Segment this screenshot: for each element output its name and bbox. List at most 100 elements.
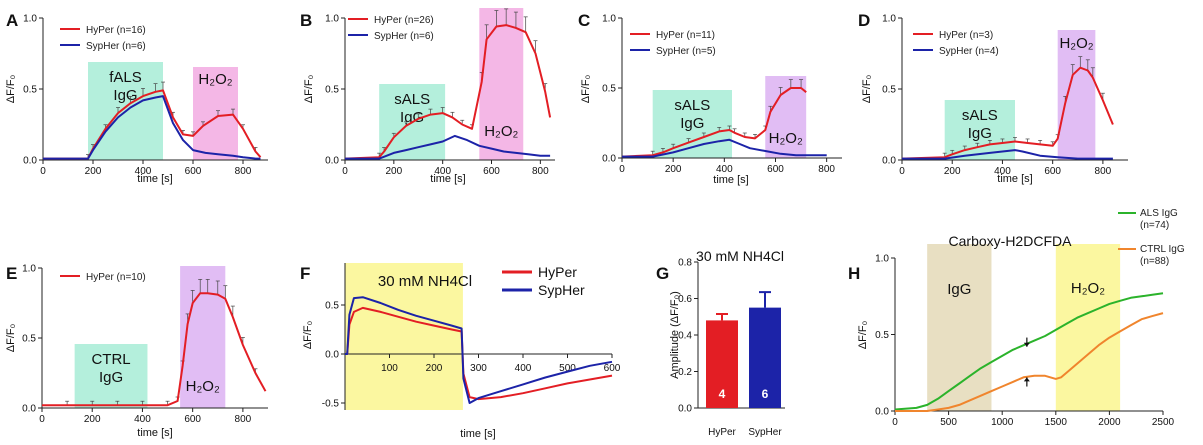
panel-c-xtick-label: 400	[716, 164, 733, 175]
panel-e-region-label-2-1: H₂O₂	[186, 378, 220, 395]
panel-c-ylabel: ΔF/F₀	[580, 75, 592, 103]
panel-a-region-label-1-1: fALS	[109, 69, 142, 86]
panel-e-region-label-1-2: IgG	[99, 369, 123, 386]
panel-b-series-sypher	[345, 134, 551, 160]
panel-d-series-hyper	[901, 66, 1114, 160]
panel-h-ytick-label: 0.5	[875, 330, 889, 341]
panel-f-region-1	[345, 263, 463, 410]
panel-h-series-als-igg	[894, 292, 1164, 411]
panel-g-bar-hyper	[706, 320, 738, 408]
panel-h-xtick-label: 1000	[991, 417, 1014, 428]
panel-e-ytick-label: 1.0	[22, 264, 36, 275]
panel-f-region-label-1-1: 30 mM NH4Cl	[378, 273, 472, 290]
panel-g-bar-sypher	[749, 307, 781, 408]
panel-h-xtick-label: 1500	[1045, 417, 1068, 428]
panel-g-ytick-label: 0.8	[678, 258, 692, 269]
panel-g-title: 30 mM NH4Cl	[696, 248, 784, 264]
panel-e-region-1	[74, 344, 148, 408]
panel-d-region-label-1-1: sALS	[962, 107, 998, 124]
panel-b-ytick-label: 0.0	[325, 156, 339, 167]
panel-c-series-hyper	[621, 87, 807, 158]
panel-h-legend-label: ALS IgG	[1140, 208, 1178, 219]
panel-e-xtick-label: 0	[39, 414, 45, 425]
panel-d-series-sypher	[902, 149, 1113, 160]
panel-g-n-label-sypher: 6	[762, 387, 769, 401]
panel-d-region-2	[1057, 30, 1096, 160]
panel-e-series-hyper	[42, 292, 267, 407]
panel-d-xtick-label: 800	[1095, 166, 1112, 177]
panel-h-series-ctrl-igg	[895, 312, 1164, 412]
panel-a-series-hyper	[43, 89, 262, 160]
panel-h-legend-label: CTRL IgG	[1140, 244, 1185, 255]
panel-b-xtick-label: 400	[434, 166, 451, 177]
panel-d-region-label-2-1: H₂O₂	[1059, 35, 1093, 52]
panel-f-xtick-label: 500	[559, 363, 576, 374]
panel-b-xtick-label: 600	[483, 166, 500, 177]
panel-f-xlabel: time [s]	[460, 428, 495, 440]
panel-a-ytick-label: 0.5	[23, 85, 37, 96]
panel-e-xtick-label: 600	[184, 414, 201, 425]
panel-c-ytick-label: 0.5	[602, 84, 616, 95]
panel-f-xtick-label: 100	[381, 363, 398, 374]
panel-e-ytick-label: 0.5	[22, 334, 36, 345]
panel-a-series-sypher	[43, 95, 261, 160]
panel-c-xtick-label: 200	[665, 164, 682, 175]
panel-d-legend-label: SypHer (n=4)	[939, 46, 999, 57]
panel-h-region-2	[1055, 244, 1121, 411]
panel-b-region-label-1-1: sALS	[394, 91, 430, 108]
panel-e-legend-label: HyPer (n=10)	[86, 272, 146, 283]
panel-c-xtick-label: 800	[818, 164, 835, 175]
panel-h-arrowhead-2	[1023, 377, 1030, 382]
panel-c-region-2	[765, 76, 807, 158]
panel-g-ylabel: Amplitude (ΔF/F₀)	[669, 291, 681, 379]
panel-a-xtick-label: 0	[40, 166, 46, 177]
panel-f-ytick-label: 0.0	[325, 350, 339, 361]
panel-g-category-label-hyper: HyPer	[708, 427, 736, 438]
panel-a-region-label-1-2: IgG	[113, 87, 137, 104]
panel-f-ytick-label: 0.5	[325, 301, 339, 312]
panel-g-category-label-sypher: SypHer	[748, 427, 782, 438]
panel-f-legend-label: HyPer	[538, 264, 577, 280]
panel-b-ytick-label: 0.5	[325, 85, 339, 96]
panel-h-title: Carboxy-H2DCFDA	[949, 233, 1073, 249]
panel-f-series-hyper	[345, 306, 613, 401]
panel-h-xtick-label: 0	[892, 417, 898, 428]
panel-a-region-label-2-1: H₂O₂	[198, 71, 232, 88]
panel-e-xlabel: time [s]	[137, 427, 172, 439]
panel-f-letter: F	[300, 264, 310, 283]
panel-c-xtick-label: 600	[767, 164, 784, 175]
panel-a-legend-label: HyPer (n=16)	[86, 25, 146, 36]
panel-e-ylabel: ΔF/F₀	[5, 324, 17, 352]
panel-c-letter: C	[578, 11, 590, 30]
panel-g-ytick-label: 0.4	[678, 331, 692, 342]
panel-h-ytick-label: 1.0	[875, 254, 889, 265]
panel-d-xtick-label: 400	[994, 166, 1011, 177]
panel-b-xlabel: time [s]	[430, 173, 465, 185]
panel-f-ytick-label: -0.5	[322, 399, 340, 410]
panel-c-legend-label: HyPer (n=11)	[656, 30, 715, 41]
panel-f-xtick-label: 400	[515, 363, 532, 374]
panel-c-ytick-label: 0.0	[602, 154, 616, 165]
panel-d-legend-label: HyPer (n=3)	[939, 30, 993, 41]
panel-b-legend-label: SypHer (n=6)	[374, 31, 434, 42]
panel-e-letter: E	[6, 264, 17, 283]
panel-c-ytick-label: 1.0	[602, 14, 616, 25]
panel-a-ylabel: ΔF/F₀	[5, 75, 17, 103]
panel-b-xtick-label: 0	[342, 166, 348, 177]
panel-c-region-label-1-1: sALS	[674, 97, 710, 114]
panel-a-xtick-label: 200	[85, 166, 102, 177]
panel-a-xtick-label: 400	[135, 166, 152, 177]
panel-h-xtick-label: 500	[940, 417, 957, 428]
panel-f-legend-label: SypHer	[538, 282, 585, 298]
panel-c-legend-label: SypHer (n=5)	[656, 46, 716, 57]
panel-c-xlabel: time [s]	[713, 174, 748, 186]
panel-f-xtick-label: 300	[470, 363, 487, 374]
panel-h-region-label-1-1: IgG	[947, 281, 971, 298]
panel-e-region-label-1-1: CTRL	[91, 351, 130, 368]
panel-h-xtick-label: 2000	[1098, 417, 1121, 428]
panel-b-legend-label: HyPer (n=26)	[374, 15, 434, 26]
panel-c-xtick-label: 0	[619, 164, 625, 175]
panel-g-ytick-label: 0.0	[678, 404, 692, 415]
panel-d-xtick-label: 600	[1044, 166, 1061, 177]
